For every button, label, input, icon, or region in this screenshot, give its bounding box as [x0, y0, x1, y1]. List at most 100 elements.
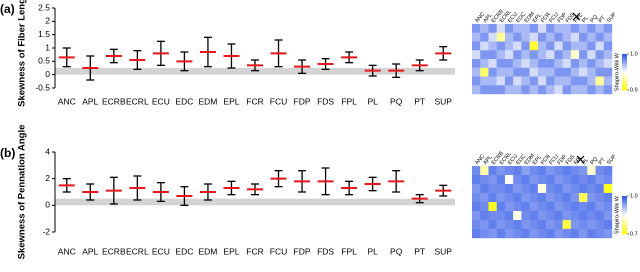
heatmap-cell	[504, 59, 514, 68]
heatmap-cell	[579, 76, 588, 86]
heatmap-cell	[570, 211, 580, 221]
heatmap-cell	[554, 85, 563, 95]
colorbar-step	[622, 59, 627, 62]
heatmap-cell	[562, 67, 572, 77]
heatmap-cell	[504, 76, 514, 86]
heatmap-cell	[562, 211, 572, 221]
heatmap-cell	[521, 32, 530, 42]
heatmap-cell	[529, 59, 539, 68]
y-tick-label: -2	[42, 226, 50, 236]
heatmap-cell	[480, 175, 489, 185]
reference-band	[55, 198, 455, 206]
colorbar-tick-label: 1.0	[630, 193, 638, 199]
heatmap-cell	[562, 76, 572, 86]
x-tick-label: SUP	[434, 96, 452, 106]
heatmap-cell	[480, 184, 489, 194]
heatmap-cell	[595, 50, 604, 60]
column-label: FDS	[565, 154, 577, 167]
heatmap-cell	[570, 229, 580, 239]
heatmap-cell	[537, 184, 547, 194]
y-tick-label: 1.5	[38, 29, 50, 39]
heatmap-cell	[546, 41, 555, 51]
heatmap-cell	[488, 59, 497, 68]
heatmap-cell	[537, 220, 547, 230]
column-label: PT	[598, 14, 608, 24]
heatmap-cell	[496, 50, 506, 60]
heatmap-cell	[587, 24, 596, 33]
heatmap-cell	[488, 211, 497, 221]
heatmap-cell	[554, 220, 563, 230]
heatmap-cell	[521, 220, 530, 230]
heatmap-cell	[537, 166, 547, 176]
panel-label: (b)	[0, 146, 15, 160]
column-label: SUP	[606, 153, 618, 166]
heatmap-cell	[513, 184, 522, 194]
heatmap-cell	[521, 50, 530, 60]
colorbar-step	[622, 232, 627, 235]
heatmap-cell	[546, 59, 555, 68]
heatmap-cell	[562, 193, 572, 203]
colorbar-step	[622, 209, 627, 212]
heatmap-cell	[587, 229, 596, 239]
heatmap-cell	[496, 229, 506, 239]
heatmap-cell	[546, 50, 555, 60]
heatmap-cell	[562, 85, 572, 95]
heatmap-cell	[488, 50, 497, 60]
y-tick-label: 2.5	[38, 2, 50, 12]
heatmap-cell	[513, 41, 522, 51]
heatmap-cell	[537, 41, 547, 51]
heatmap-cell	[504, 24, 514, 33]
heatmap-cell	[562, 41, 572, 51]
heatmap-cell	[570, 24, 580, 33]
heatmap-cell	[546, 193, 555, 203]
heatmap-cell	[529, 32, 539, 42]
colorbar-step	[622, 66, 627, 69]
heatmap-cell	[587, 59, 596, 68]
heatmap-cell	[562, 175, 572, 185]
heatmap-cell	[521, 211, 530, 221]
colorbar-step	[622, 224, 627, 227]
heatmap-cell	[488, 32, 497, 42]
heatmap-cell	[504, 193, 514, 203]
column-label: FCU	[548, 154, 560, 167]
heatmap-cell	[472, 85, 481, 95]
colorbar-step	[622, 201, 627, 204]
heatmap-cell	[496, 76, 506, 86]
column-label: EPL	[532, 154, 543, 166]
heatmap-cell	[472, 220, 481, 230]
heatmap-cell	[595, 76, 604, 86]
heatmap-cell	[521, 166, 530, 176]
heatmap-cell	[595, 59, 604, 68]
heatmap-cell	[554, 184, 563, 194]
x-tick-label: FDP	[294, 246, 311, 256]
heatmap-cell	[570, 41, 580, 51]
heatmap-cell	[603, 76, 613, 86]
heatmap-cell	[554, 59, 563, 68]
heatmap-cell	[521, 41, 530, 51]
heatmap-cell	[513, 85, 522, 95]
heatmap-cell	[537, 67, 547, 77]
heatmap-cell	[488, 220, 497, 230]
heatmap-cell	[496, 41, 506, 51]
colorbar-label: Shapiro-Wilk W	[614, 195, 620, 234]
heatmap-cell	[488, 41, 497, 51]
column-label: FCR	[540, 154, 552, 167]
heatmap-cell	[480, 59, 489, 68]
x-tick-label: APL	[82, 246, 98, 256]
heatmap-cell	[472, 202, 481, 212]
heatmap-cell	[595, 202, 604, 212]
heatmap-cell	[603, 184, 613, 194]
colorbar-step	[622, 196, 627, 199]
x-tick-label: ECRL	[126, 96, 149, 106]
heatmap-cell	[570, 76, 580, 86]
colorbar-step	[622, 75, 627, 78]
heatmap-cell	[595, 32, 604, 42]
heatmap-cell	[513, 229, 522, 239]
heatmap-cell	[504, 220, 514, 230]
x-tick-label: EPL	[223, 96, 239, 106]
y-tick-label: 4	[45, 146, 50, 156]
x-tick-label: ANC	[58, 96, 76, 106]
heatmap-cell	[579, 220, 588, 230]
heatmap-cell	[546, 175, 555, 185]
x-tick-label: ECRB	[102, 246, 126, 256]
